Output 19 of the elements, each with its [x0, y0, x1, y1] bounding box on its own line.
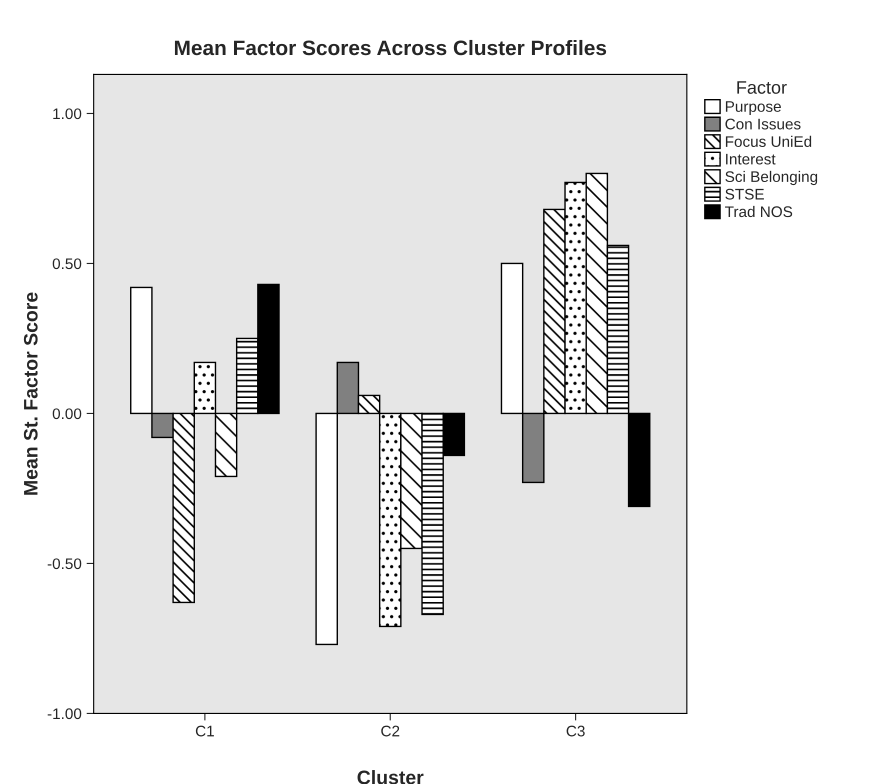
legend-label: Con Issues [725, 118, 801, 130]
y-tick-label: 0.00 [52, 408, 82, 420]
x-axis-title: Cluster [358, 770, 424, 784]
y-tick-label: -0.50 [48, 558, 82, 570]
legend-label: Trad NOS [725, 206, 792, 218]
x-tick-label: C1 [196, 726, 214, 736]
chart-title: Mean Factor Scores Across Cluster Profiles [174, 40, 606, 56]
y-tick-label: -1.00 [48, 708, 82, 720]
legend-label: Interest [726, 154, 776, 165]
legend-label: Sci Belonging [725, 170, 818, 186]
legend-title: Factor [737, 81, 787, 94]
x-tick-label: C3 [566, 726, 585, 736]
y-tick-label: 0.50 [52, 258, 82, 270]
y-tick-label: 1.00 [53, 108, 82, 120]
legend-label: Purpose [726, 101, 781, 115]
legend-label: STSE [725, 188, 764, 200]
y-axis-title: Mean St. Factor Score [24, 292, 38, 495]
legend-label: Focus UniEd [726, 136, 812, 147]
x-tick-label: C2 [381, 726, 400, 736]
